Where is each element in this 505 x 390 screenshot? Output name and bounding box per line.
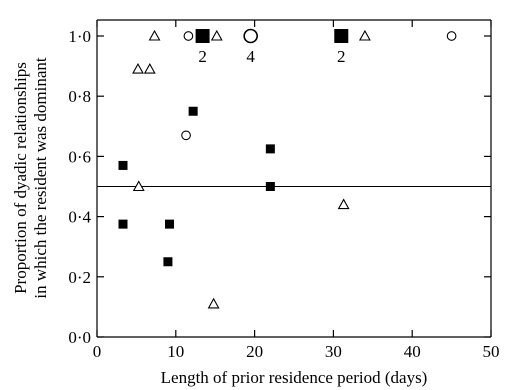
annotations: 2 4 2 (198, 47, 345, 66)
y-tick-label: 0·6 (68, 147, 91, 166)
square-marker (164, 219, 174, 229)
y-axis-label-line2: in which the resident was dominant (31, 57, 50, 299)
triangle-marker (143, 62, 156, 74)
triangle-marker (337, 198, 350, 210)
square-marker (334, 29, 349, 43)
square-marker (265, 144, 275, 154)
data-points (118, 28, 457, 309)
triangle-marker (358, 29, 371, 41)
square-marker (118, 219, 128, 229)
square-marker (188, 106, 198, 116)
x-tick-label: 20 (246, 342, 263, 361)
count-annotation: 2 (337, 47, 346, 66)
square-marker (195, 29, 210, 43)
y-tick-label: 0·4 (68, 208, 91, 227)
triangle-marker (207, 297, 220, 309)
y-axis-label-line1: Proportion of dyadic relationships (11, 62, 30, 294)
triangle-marker (210, 29, 223, 41)
x-axis-label: Length of prior residence period (days) (161, 368, 428, 387)
triangle-marker (148, 29, 161, 41)
circle-marker (446, 31, 457, 41)
axes (96, 19, 492, 338)
square-marker (118, 160, 128, 170)
ticks: 0 10 20 30 40 50 0·0 0·2 0·4 0·6 0·8 1·0 (68, 20, 500, 361)
x-tick-label: 50 (483, 342, 500, 361)
y-tick-label: 1·0 (68, 27, 91, 46)
x-tick-label: 30 (325, 342, 342, 361)
triangle-marker (132, 180, 145, 192)
count-annotation: 2 (198, 47, 207, 66)
square-marker (265, 182, 275, 191)
triangle-marker (132, 62, 144, 74)
count-annotation: 4 (246, 47, 255, 66)
circle-marker (243, 28, 258, 44)
x-tick-label: 40 (404, 342, 421, 361)
x-tick-label: 0 (93, 342, 102, 361)
y-tick-label: 0·2 (68, 268, 91, 287)
square-marker (163, 257, 173, 267)
circle-marker (183, 31, 194, 41)
y-tick-label: 0·0 (68, 328, 91, 347)
y-tick-label: 0·8 (68, 87, 91, 106)
circle-marker (181, 130, 191, 141)
x-tick-label: 10 (167, 342, 184, 361)
